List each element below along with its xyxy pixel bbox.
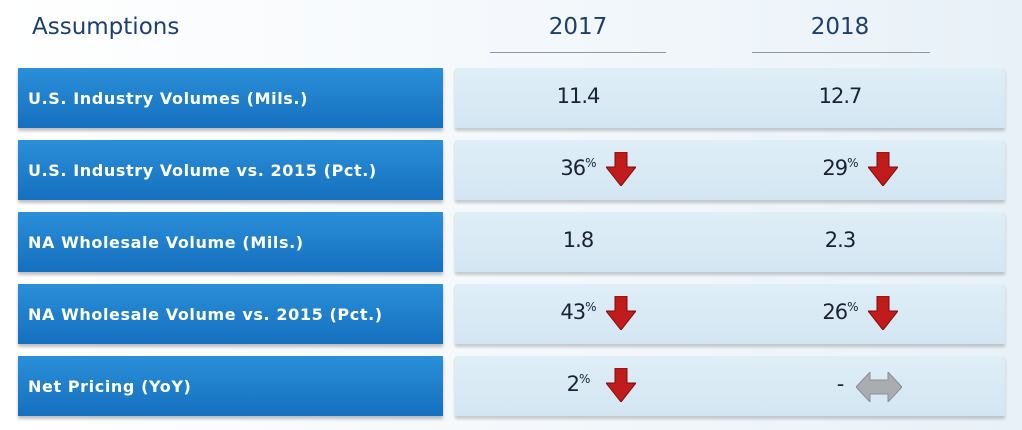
header-rule <box>490 52 666 53</box>
cell-value: - <box>780 372 900 396</box>
row-panel <box>455 68 1005 128</box>
flat-arrow <box>856 372 902 402</box>
value-text: 29 <box>822 156 848 180</box>
title: Assumptions <box>32 14 180 40</box>
value-text: 11.4 <box>556 84 601 108</box>
row-panel <box>455 356 1005 416</box>
cell-value: 11.4 <box>518 84 638 108</box>
value-text: 36 <box>560 156 586 180</box>
value-unit: % <box>847 156 858 170</box>
down-arrow <box>606 368 636 402</box>
cell-value: 26% <box>780 300 900 324</box>
value-text: 26 <box>822 300 848 324</box>
row-panel <box>455 212 1005 272</box>
down-arrow <box>606 152 636 186</box>
row-label: Net Pricing (YoY) <box>18 356 443 416</box>
row-label: U.S. Industry Volumes (Mils.) <box>18 68 443 128</box>
cell-value: 1.8 <box>518 228 638 252</box>
value-text: 2 <box>566 372 580 396</box>
column-header: 2018 <box>810 14 870 40</box>
row-panel <box>455 140 1005 200</box>
cell-value: 2% <box>518 372 638 396</box>
down-arrow <box>868 296 898 330</box>
down-arrow <box>868 152 898 186</box>
row-label: NA Wholesale Volume (Mils.) <box>18 212 443 272</box>
row-label: NA Wholesale Volume vs. 2015 (Pct.) <box>18 284 443 344</box>
row-panel <box>455 284 1005 344</box>
value-unit: % <box>585 300 596 314</box>
cell-value: 12.7 <box>780 84 900 108</box>
cell-value: 29% <box>780 156 900 180</box>
column-header: 2017 <box>548 14 608 40</box>
value-unit: % <box>585 156 596 170</box>
value-unit: % <box>578 372 590 386</box>
value-text: 2.3 <box>824 228 856 252</box>
value-text: 1.8 <box>562 228 594 252</box>
value-text: 43 <box>560 300 586 324</box>
value-text: - <box>836 372 845 396</box>
cell-value: 2.3 <box>780 228 900 252</box>
down-arrow <box>606 296 636 330</box>
value-text: 12.7 <box>818 84 863 108</box>
value-unit: % <box>847 300 858 314</box>
row-label: U.S. Industry Volume vs. 2015 (Pct.) <box>18 140 443 200</box>
cell-value: 36% <box>518 156 638 180</box>
header-rule <box>752 52 930 53</box>
cell-value: 43% <box>518 300 638 324</box>
